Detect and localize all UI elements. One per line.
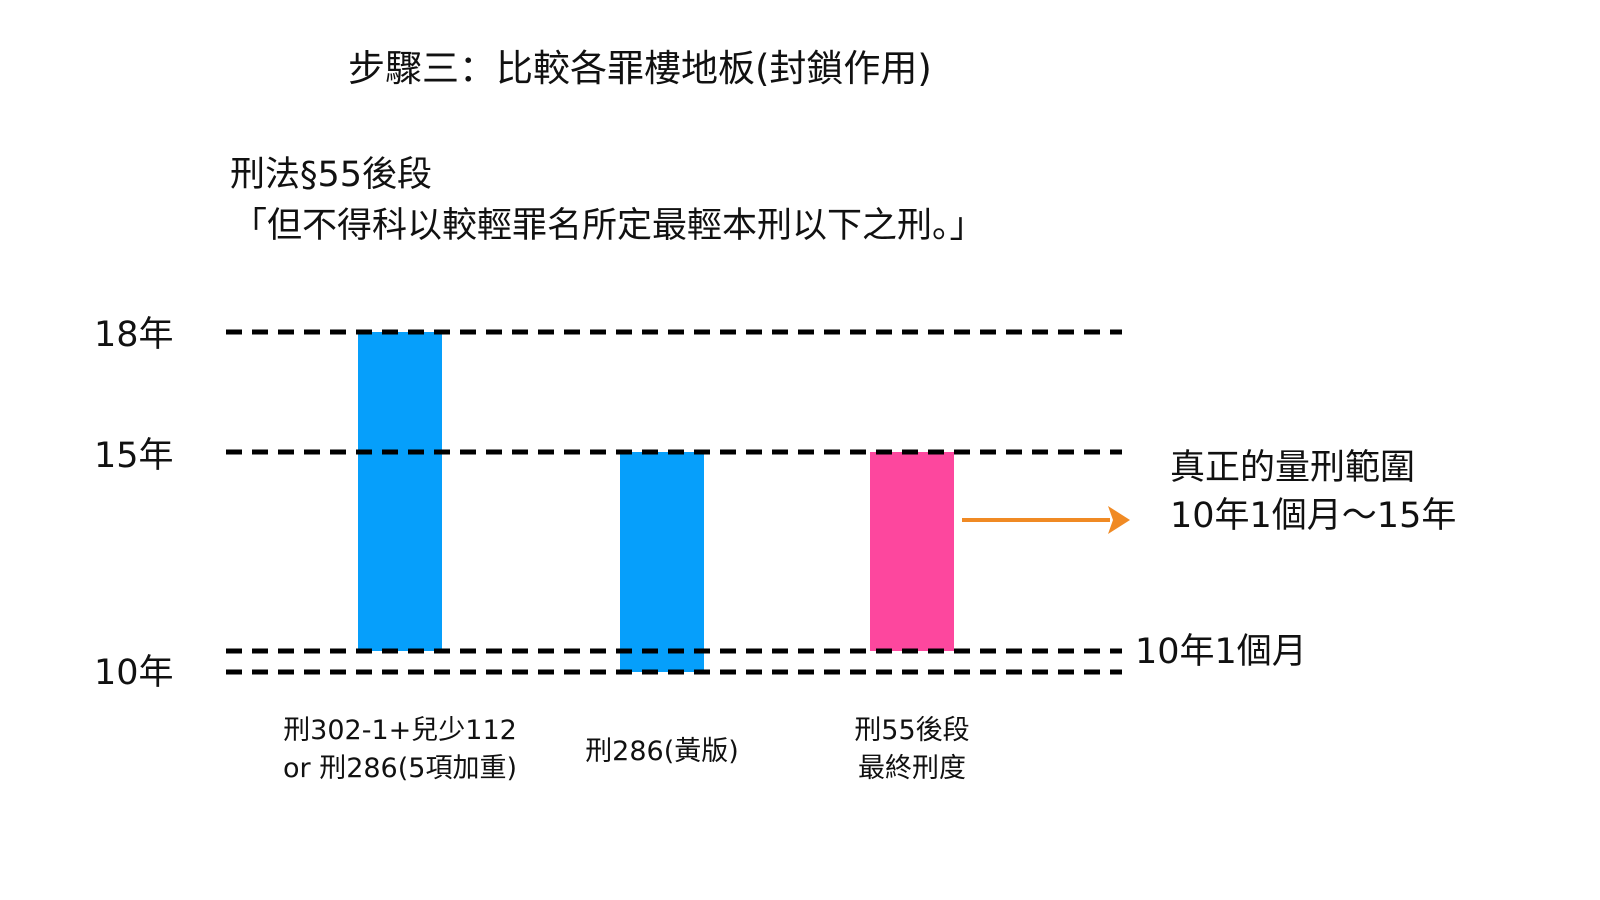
bar-category-label-3: 刑55後段最終刑度: [854, 715, 969, 784]
y-tick-label-2: 15年: [94, 436, 174, 476]
result-range: 10年1個月～15年: [1170, 496, 1457, 536]
annotation-arrow-head: [1108, 506, 1130, 534]
result-title: 真正的量刑範圍: [1170, 448, 1416, 488]
range-bar-2: [620, 452, 704, 672]
y-tick-label-1: 18年: [94, 315, 174, 355]
reference-line-label: 10年1個月: [1135, 632, 1307, 672]
bar-category-label-2: 刑286(黃版): [585, 736, 739, 767]
article-reference: 刑法§55後段: [230, 155, 433, 195]
slide-title: 步驟三：比較各罪樓地板(封鎖作用): [348, 47, 932, 90]
range-bar-1: [358, 332, 442, 651]
bar-category-label-1: 刑302-1+兒少112 or 刑286(5項加重): [283, 715, 517, 784]
range-bar-3: [870, 452, 954, 651]
y-tick-label-3: 10年: [94, 653, 174, 693]
article-quote: 「但不得科以較輕罪名所定最輕本刑以下之刑。」: [232, 206, 985, 246]
